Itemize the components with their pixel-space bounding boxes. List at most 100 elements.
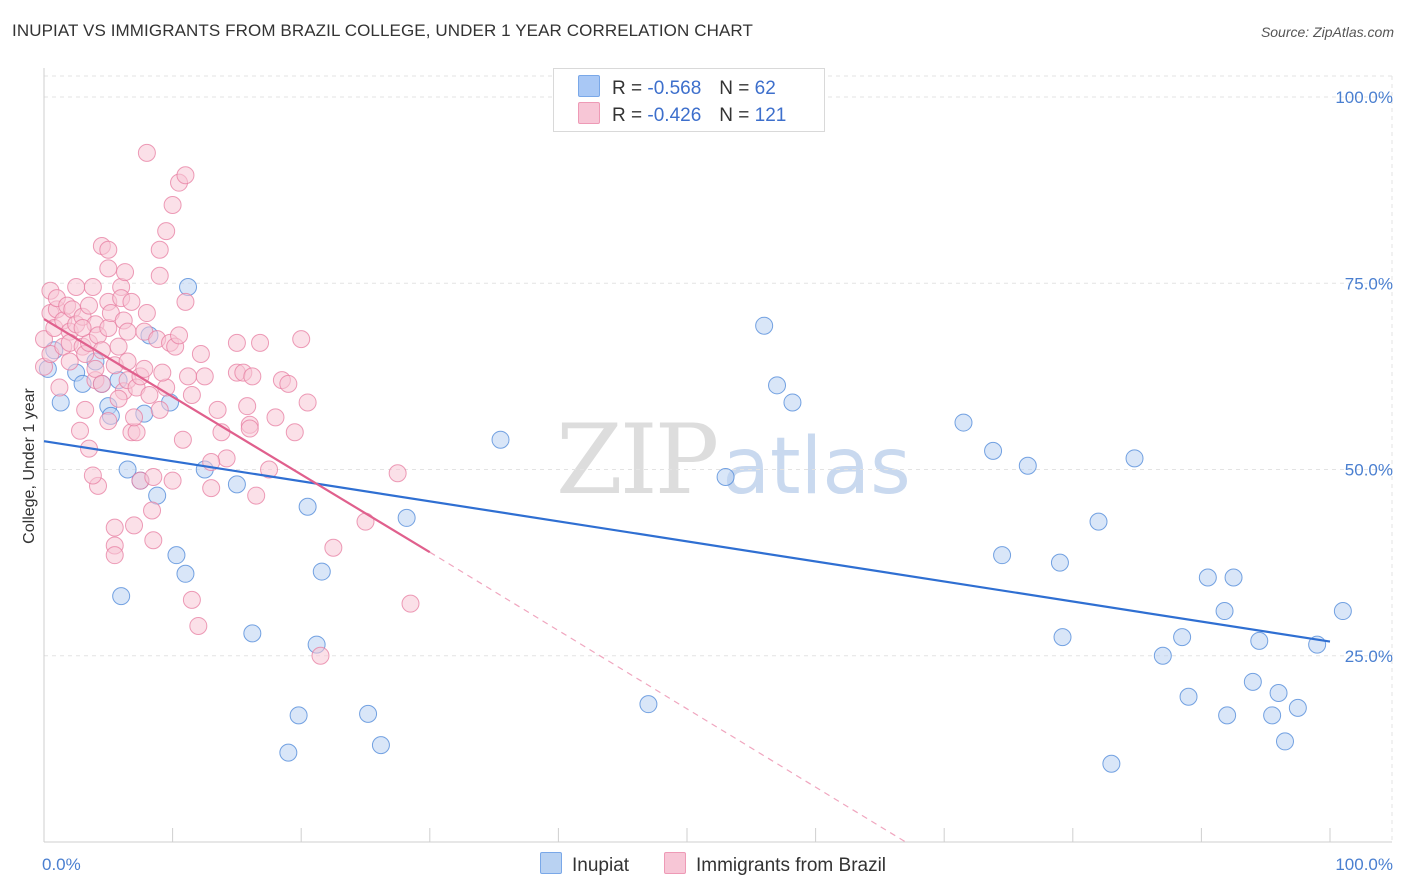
inupiat-point <box>1263 706 1282 725</box>
inupiat-point <box>227 475 246 494</box>
brazil-point <box>266 408 285 427</box>
inupiat-point <box>112 587 131 606</box>
brazil-point <box>105 546 124 565</box>
inupiat-point <box>397 508 416 527</box>
source-label: Source: ZipAtlas.com <box>1260 24 1394 40</box>
inupiat-point <box>179 277 198 296</box>
legend-r-label: R = <box>612 78 643 99</box>
watermark-zip: ZIP <box>556 404 719 516</box>
correlation-legend: R = -0.568 N = 62 R = -0.426 N = 121 <box>553 68 825 132</box>
brazil-point <box>73 318 92 337</box>
inupiat-point <box>312 562 331 581</box>
brazil-point <box>173 430 192 449</box>
inupiat-point <box>51 393 70 412</box>
inupiat-point <box>176 564 195 583</box>
brazil-point <box>217 449 236 468</box>
brazil-point <box>60 352 79 371</box>
brazil-point <box>86 359 105 378</box>
brazil-point <box>388 464 407 483</box>
brazil-point <box>144 531 163 550</box>
inupiat-point <box>1153 646 1172 665</box>
grid-lines <box>44 75 1393 842</box>
brazil-point <box>105 518 124 537</box>
brazil-point <box>71 421 90 440</box>
brazil-point <box>292 330 311 349</box>
inupiat-point <box>1224 568 1243 587</box>
brazil-point <box>163 196 182 215</box>
brazil-point <box>118 352 137 371</box>
watermark-atlas: atlas <box>722 422 911 512</box>
brazil-point <box>127 423 146 442</box>
brazil-point <box>92 374 111 393</box>
inupiat-point <box>1053 628 1072 647</box>
bottom-legend-label-brazil: Immigrants from Brazil <box>696 855 887 876</box>
inupiat-point <box>1288 698 1307 717</box>
inupiat-point <box>1198 568 1217 587</box>
x-tick-label-min: 0.0% <box>42 855 81 874</box>
brazil-point <box>153 363 172 382</box>
inupiat-point <box>993 546 1012 565</box>
bottom-legend-brazil: Immigrants from Brazil <box>664 852 886 877</box>
brazil-point <box>150 266 169 285</box>
brazil-point <box>76 400 95 419</box>
brazil-point <box>137 304 156 323</box>
inupiat-point <box>1179 687 1198 706</box>
brazil-point <box>401 594 420 613</box>
brazil-point <box>176 166 195 185</box>
inupiat-point <box>1218 706 1237 725</box>
brazil-point <box>137 143 156 162</box>
brazil-point <box>298 393 317 412</box>
legend-r-value: -0.426 <box>647 105 702 126</box>
x-tick-labels: 0.0% 100.0% <box>42 855 1393 874</box>
bottom-legend-inupiat: Inupiat <box>540 852 629 877</box>
brazil-point <box>191 345 210 364</box>
y-tick-label: 75.0% <box>1345 274 1393 293</box>
series-inupiat-points <box>38 277 1352 773</box>
legend-row-brazil: R = -0.426 N = 121 <box>578 102 786 126</box>
brazil-point <box>195 367 214 386</box>
inupiat-point <box>167 546 186 565</box>
brazil-point <box>243 367 262 386</box>
brazil-trend-extension <box>429 551 906 843</box>
y-tick-label: 50.0% <box>1345 461 1393 480</box>
brazil-point <box>238 397 257 416</box>
brazil-point <box>50 378 69 397</box>
legend-n-value: 62 <box>754 78 776 99</box>
legend-r-label: R = <box>612 105 643 126</box>
brazil-point <box>157 222 176 241</box>
brazil-point <box>99 240 118 259</box>
inupiat-point <box>1243 672 1262 691</box>
inupiat-point <box>298 497 317 516</box>
inupiat-point <box>371 736 390 755</box>
bottom-legend-label-inupiat: Inupiat <box>572 855 630 876</box>
inupiat-point <box>1125 449 1144 468</box>
inupiat-point <box>279 743 298 762</box>
brazil-point <box>135 359 154 378</box>
brazil-point <box>118 322 137 341</box>
inupiat-point <box>783 393 802 412</box>
inupiat-point <box>716 467 735 486</box>
legend-n-label: N = <box>719 105 750 126</box>
inupiat-point <box>954 413 973 432</box>
brazil-point <box>324 538 343 557</box>
brazil-point <box>182 386 201 404</box>
brazil-trend-line <box>43 318 431 554</box>
series-brazil-points <box>35 143 420 665</box>
brazil-point <box>143 501 162 520</box>
inupiat-point <box>1050 553 1069 572</box>
inupiat-point <box>118 460 137 479</box>
brazil-point <box>35 330 53 349</box>
inupiat-point <box>491 430 510 449</box>
brazil-point <box>182 590 201 609</box>
brazil-point <box>311 646 330 665</box>
brazil-point <box>99 318 118 337</box>
brazil-point <box>99 259 118 278</box>
brazil-point <box>208 400 227 419</box>
inupiat-point <box>768 376 787 395</box>
inupiat-point <box>1250 631 1269 650</box>
inupiat-point <box>1173 628 1192 647</box>
brazil-point <box>279 374 298 393</box>
brazil-point <box>83 466 102 485</box>
brazil-point <box>83 277 102 296</box>
